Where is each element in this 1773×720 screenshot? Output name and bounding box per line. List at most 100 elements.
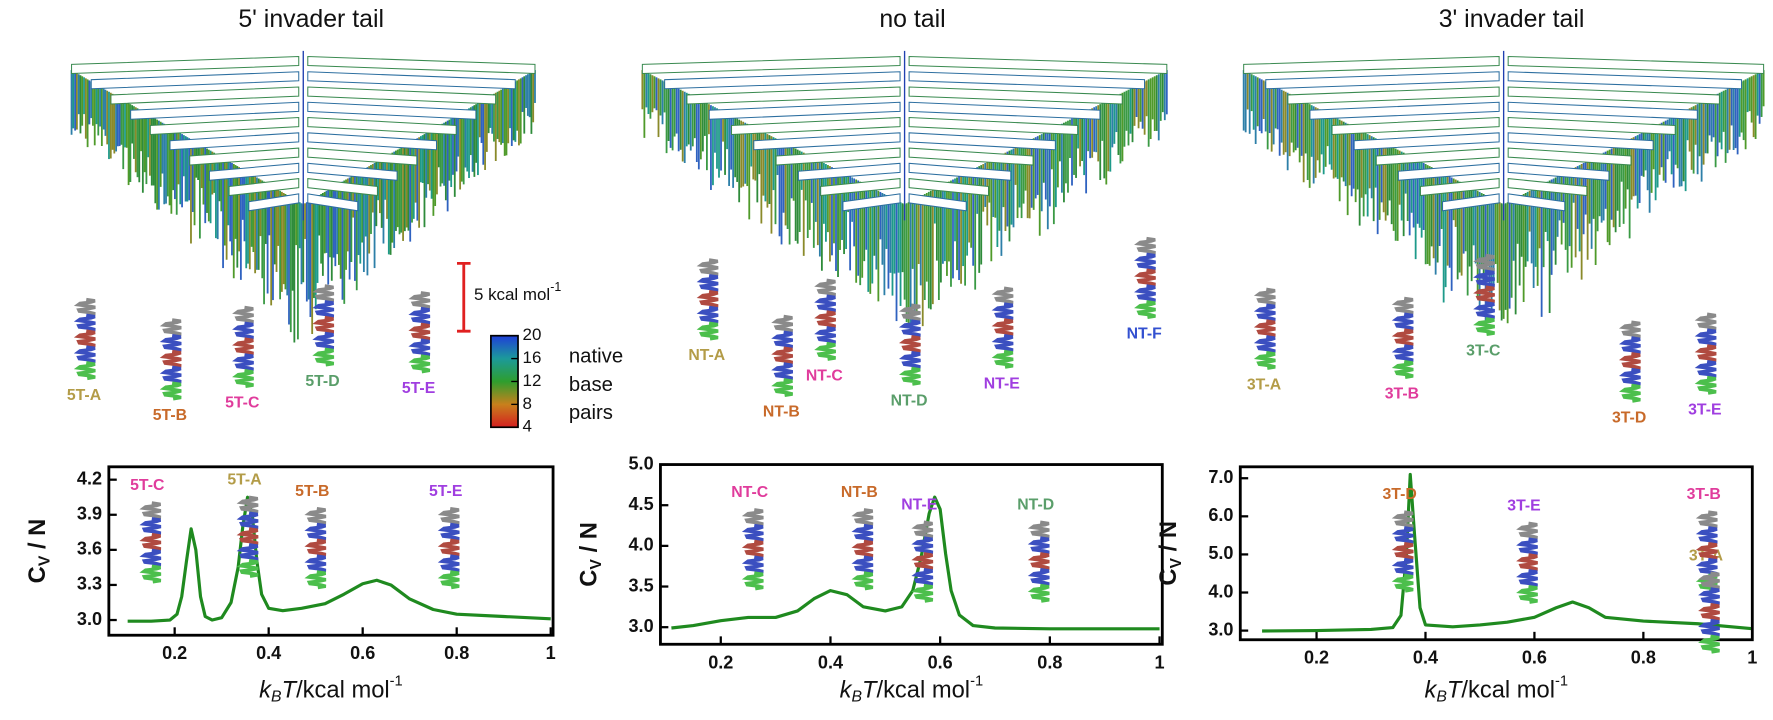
disconnectivity-graph — [1242, 50, 1765, 324]
panel-title: 3' invader tail — [1439, 5, 1585, 33]
helix-segment — [1516, 521, 1538, 541]
helix-segment — [236, 543, 259, 563]
x-tick-label: 0.2 — [162, 643, 187, 663]
scale-bar — [456, 261, 471, 333]
helix-segment — [408, 322, 431, 342]
y-axis-label-part: / N — [1156, 521, 1182, 558]
structure-glyph — [741, 508, 764, 591]
annotation: 5T-E — [429, 483, 462, 500]
heat-capacity-chart: 3.0 3.5 4.0 4.5 5.0 0.2 0.4 0.6 0.8 1 kBT/kcal mol… — [577, 453, 1165, 705]
helix-segment — [1473, 285, 1495, 305]
structure-label: NT-D — [891, 392, 928, 409]
helix-segment — [408, 291, 431, 311]
x-tick-label: 0.4 — [256, 643, 281, 663]
tree-branch — [1442, 193, 1500, 212]
structure-glyph — [1027, 520, 1050, 603]
helix-segment — [1698, 634, 1720, 654]
disconnectivity-graph — [641, 50, 1168, 334]
tree-branch — [731, 117, 901, 136]
helix-segment — [1391, 526, 1414, 546]
helix-segment — [741, 539, 764, 559]
panel-title: 5' invader tail — [238, 5, 384, 33]
y-tick-label: 4.0 — [1208, 581, 1233, 601]
helix-segment — [1698, 571, 1720, 591]
x-tick-label: 1 — [1747, 648, 1757, 668]
y-tick-label: 7.0 — [1208, 467, 1233, 487]
helix-segment — [1253, 350, 1276, 370]
helix-segment — [232, 353, 254, 373]
plot-frame — [659, 463, 1164, 646]
helix-segment — [911, 583, 934, 603]
helix-segment — [304, 506, 327, 526]
structure-glyph — [814, 278, 836, 361]
helix-segment — [1027, 567, 1050, 587]
helix-segment — [814, 326, 836, 346]
helix-segment — [437, 570, 460, 590]
y-tick-label: 3.0 — [77, 609, 102, 629]
tree-branch — [1419, 178, 1500, 197]
structure-label: 5T-E — [402, 380, 435, 397]
y-axis-label: CV / N — [1156, 521, 1185, 586]
colorbar-tick-label: 20 — [523, 325, 542, 344]
helix-segment — [1134, 284, 1156, 304]
helix-segment — [1516, 584, 1538, 604]
structure-label: NT-F — [1127, 326, 1162, 343]
tree-branch — [130, 101, 300, 120]
helix-segment — [304, 570, 327, 590]
helix-segment — [911, 567, 934, 587]
helix-segment — [236, 511, 259, 531]
structure-label: 5T-D — [305, 373, 339, 390]
heat-capacity-line — [127, 495, 551, 623]
x-tick-label: 0.6 — [1522, 648, 1547, 668]
y-tick-label: 3.3 — [77, 574, 102, 594]
tree-branch — [248, 193, 300, 212]
tree-branch — [110, 86, 300, 105]
x-axis-label: kBT/kcal mol-1 — [259, 673, 403, 705]
helix-segment — [159, 365, 182, 385]
helix-segment — [139, 501, 162, 521]
helix-segment — [1473, 301, 1495, 321]
helix-segment — [1134, 300, 1156, 320]
helix-segment — [898, 350, 921, 370]
tree-branch — [307, 162, 398, 181]
helix-segment — [1473, 269, 1495, 289]
helix-segment — [1618, 367, 1641, 387]
helix-segment — [1698, 603, 1720, 622]
structure-glyph — [139, 501, 162, 584]
x-axis-label-part: /kcal mol — [1461, 678, 1555, 704]
helix-segment — [1694, 344, 1717, 364]
helix-segment — [232, 305, 254, 325]
structure-glyph — [1391, 510, 1414, 593]
x-axis-label-part: -1 — [1555, 673, 1568, 689]
x-axis-label-part: B — [271, 689, 282, 706]
x-tick-label: 1 — [546, 643, 556, 663]
structure-glyph — [1618, 320, 1641, 403]
tree-branch — [708, 101, 901, 120]
tree-branch — [90, 71, 300, 90]
x-axis-label-part: T — [862, 678, 878, 704]
structure-glyph — [232, 305, 254, 389]
helix-segment — [1391, 557, 1414, 577]
disconnectivity-graph — [70, 50, 536, 343]
helix-segment — [771, 362, 794, 382]
helix-segment — [312, 300, 335, 320]
colorbar-label: pairs — [569, 402, 613, 424]
structure-glyph — [898, 303, 921, 386]
y-axis-label-part: / N — [577, 522, 603, 559]
tree-branch — [169, 132, 300, 151]
tree-branch — [1507, 86, 1720, 105]
x-tick-label: 0.4 — [1413, 648, 1438, 668]
helix-segment — [1253, 335, 1276, 355]
helix-segment — [1253, 303, 1276, 323]
helix-segment — [1516, 569, 1538, 589]
structure-label: 5T-C — [225, 395, 259, 412]
helix-segment — [991, 349, 1014, 369]
scale-bar-text: 5 kcal mol — [474, 286, 550, 305]
helix-segment — [236, 558, 259, 578]
structure-glyph — [911, 520, 934, 603]
helix-segment — [1027, 536, 1050, 556]
y-tick-label: 4.0 — [629, 535, 654, 555]
y-tick-label: 5.0 — [1208, 543, 1233, 563]
helix-segment — [991, 302, 1014, 322]
x-tick-label: 0.8 — [444, 643, 469, 663]
